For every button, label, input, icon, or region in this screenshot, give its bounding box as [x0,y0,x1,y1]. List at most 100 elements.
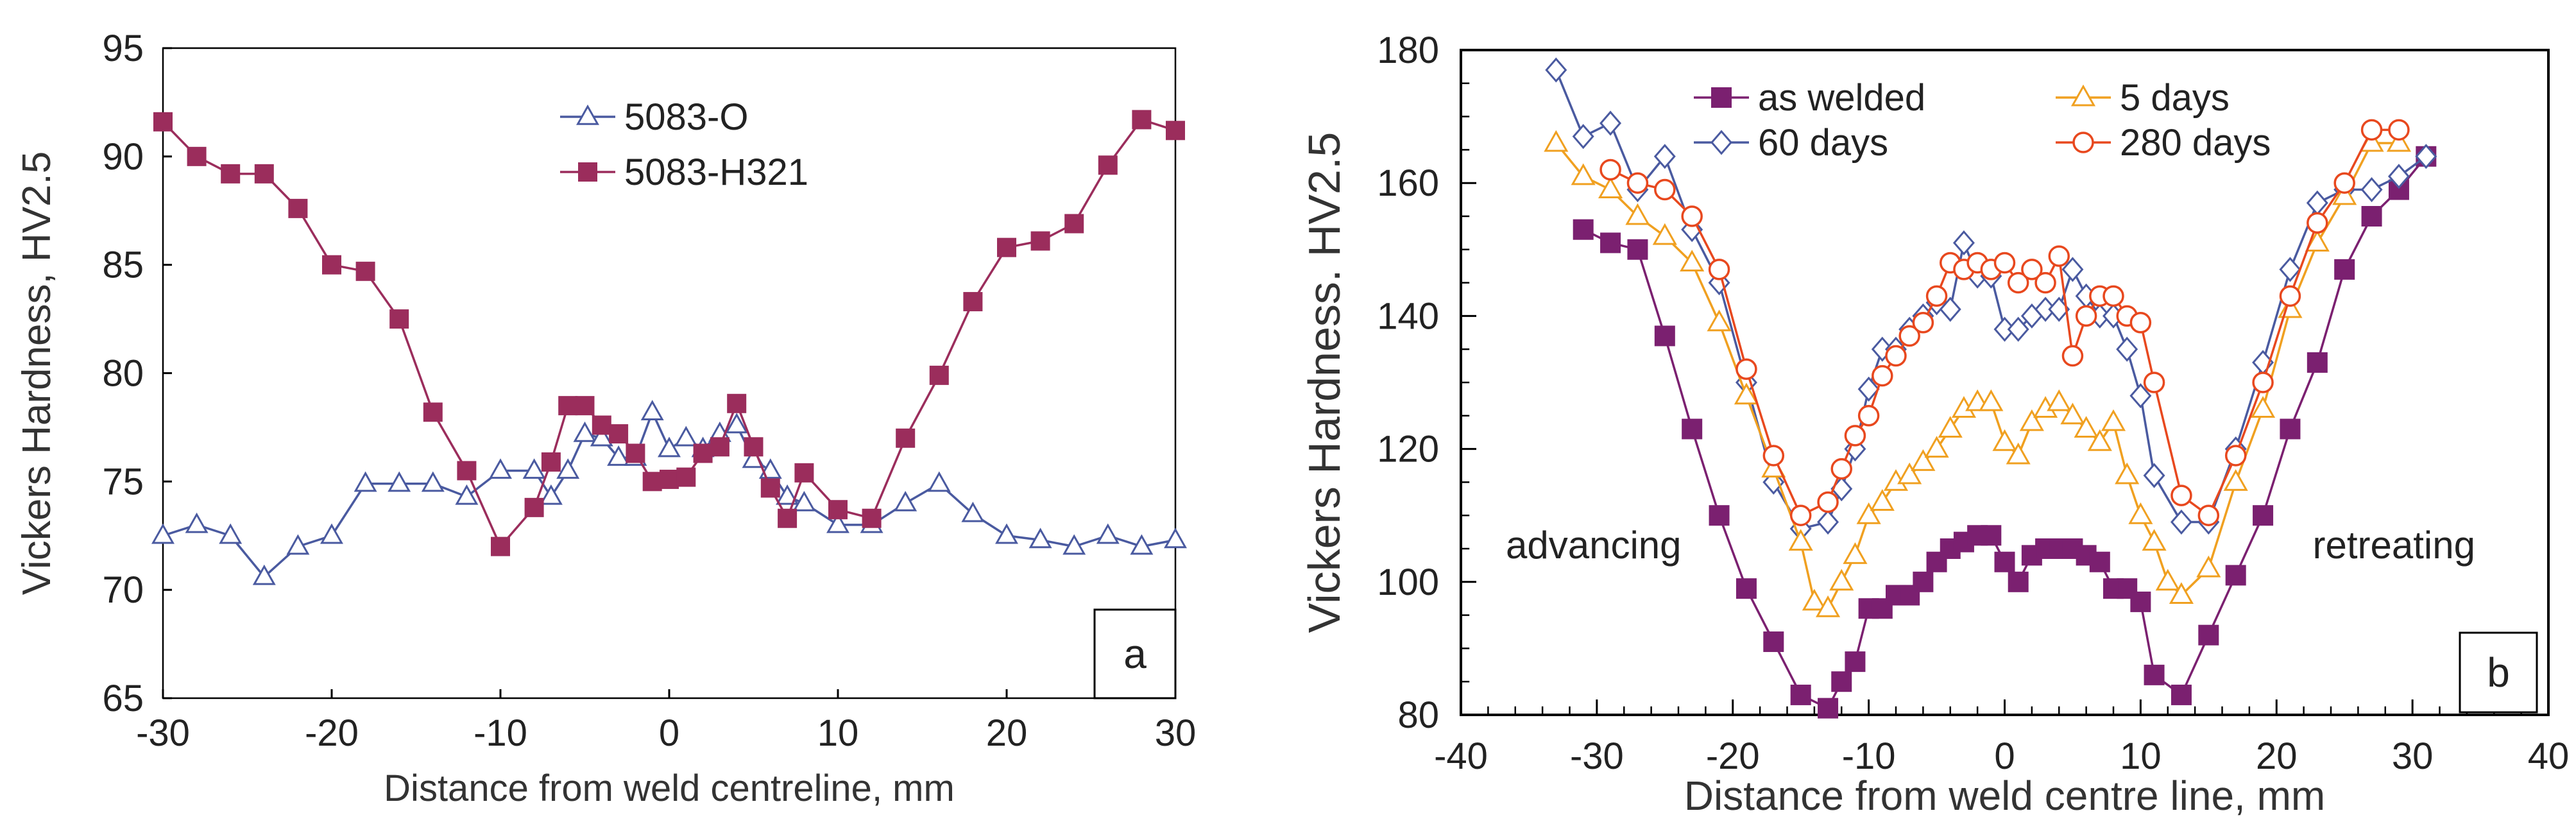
panel-b-data-point-as-welded [1818,698,1839,719]
panel-b-legend-label: 280 days [2120,122,2271,164]
panel-b-data-point-5-days [1571,163,1596,185]
panel-a-data-point-5083-h321 [355,261,375,281]
panel-b-data-point-as-welded [2171,684,2192,705]
panel-b-data-point-280-days [1912,312,1934,334]
panel-a-data-point-5083-h321 [794,463,814,483]
panel-b-data-point-5-days [1829,569,1854,591]
panel-b-data-point-5-days [1598,176,1623,199]
panel-a-data-point-5083-h321 [322,255,341,275]
panel-b-x-tick-label: 40 [2528,735,2570,777]
panel-a-data-point-5083-o [252,564,276,585]
panel-b-data-point-as-welded [2280,418,2301,440]
panel-b-data-point-60-days [2306,190,2328,216]
panel-b-x-tick-label: -20 [1706,735,1760,777]
panel-b-data-point-5-days [2047,389,2072,411]
panel-a-data-point-5083-o [1096,523,1120,544]
panel-a-label-box-frame [1093,608,1177,699]
panel-b-data-point-280-days [1885,345,1907,367]
panel-a-data-point-5083-h321 [491,536,510,556]
panel-b-data-point-5-days [2196,555,2221,578]
panel-a-data-point-5083-o [725,413,749,434]
panel-a-data-point-5083-o [826,512,849,533]
panel-a-data-point-5083-h321 [1098,155,1118,175]
panel-b-y-tick-label: 100 [1377,561,1439,603]
panel-a-data-point-5083-h321 [609,424,629,444]
panel-b-data-point-60-days [1817,510,1839,535]
panel-a-data-point-5083-h321 [963,292,983,312]
panel-b-series-as-welded [1573,146,2437,719]
panel-a-data-point-5083-h321 [710,437,729,457]
panel-a-legend-label: 5083-O [624,96,748,138]
panel-a-data-point-5083-o [388,471,411,492]
panel-b-data-point-280-days [2075,305,2097,327]
panel-a-x-tick-label: 0 [659,712,679,754]
panel-b-data-point-280-days [2129,312,2152,334]
panel-b-data-point-60-days [1545,57,1567,83]
panel-a-data-point-5083-o [151,523,175,544]
panel-b-data-point-280-days [2279,285,2301,307]
panel-b-data-point-5-days [1544,130,1569,152]
panel-b-data-point-60-days [1599,110,1622,136]
panel-b-data-point-280-days [2360,119,2383,141]
panel-b-data-point-5-days [1870,489,1895,511]
panel-a-series-5083-h321 [153,110,1185,556]
panel-a-data-point-5083-h321 [423,402,443,422]
panel-b-data-point-as-welded [1845,651,1866,673]
panel-a-data-point-5083-h321 [760,478,780,498]
panel-a-legend-marker [576,104,599,125]
panel-b-data-point-60-days [1857,376,1880,402]
panel-b-legend-entry-as-welded: as welded [1694,77,1925,119]
panel-b-data-point-280-days [2388,119,2410,141]
panel-a-data-point-5083-h321 [693,443,713,463]
panel-a-legend-entry-5083-h321: 5083-H321 [560,151,808,193]
panel-a-data-point-5083-h321 [744,437,763,457]
panel-b-series-60-days [1545,57,2437,542]
panel-a-data-point-5083-o [995,523,1018,544]
panel-b-data-point-60-days [2116,336,2138,362]
panel-b-data-point-280-days [1993,252,2016,274]
panel-b-data-point-as-welded [1763,631,1784,653]
panel-b-data-point-as-welded [1709,505,1730,526]
panel-a-data-point-5083-h321 [828,500,848,520]
panel-a-x-tick-label: -20 [305,712,359,754]
panel-a-data-point-5083-h321 [558,396,578,416]
panel-a-data-point-5083-o [539,484,563,505]
panel-b-y-axis-title: Vickers Hardness. HV2.5 [1299,132,1349,633]
panel-a-data-point-5083-o [522,458,546,479]
panel-b-data-point-5-days [1802,588,1827,611]
panel-b-legend-entry-5-days: 5 days [2056,77,2230,119]
panel-a-data-point-5083-o [489,458,512,479]
panel-b-data-point-280-days [1857,405,1880,427]
panel-a-data-point-5083-o [674,425,698,447]
panel-b-data-point-280-days [1844,425,1866,447]
panel-a-data-point-5083-o [455,484,479,505]
panel-a-data-point-5083-h321 [288,198,308,218]
panel-a-legend-marker [578,162,597,182]
panel-b-data-point-5-days [1788,529,1813,551]
panel-a-data-point-5083-h321 [896,428,916,448]
panel-b-label-box: b [2459,631,2538,714]
panel-b-legend-label: 5 days [2120,77,2230,119]
panel-a-x-tick-label: 30 [1155,712,1197,754]
panel-a-plot-frame [162,47,1177,699]
panel-a-data-point-5083-o [286,534,310,555]
panel-b-data-point-as-welded [2225,565,2246,586]
panel-b-data-point-as-welded [2198,624,2219,646]
panel-a-data-point-5083-h321 [929,365,949,385]
panel-a-data-point-5083-o [776,484,799,505]
panel-b-data-point-5-days [1652,223,1677,245]
panel-b-plot-frame [1460,49,2550,716]
panel-b-data-point-280-days [1830,458,1852,480]
panel-b-data-point-60-days [2415,144,2437,169]
panel-b-data-point-280-days [2007,271,2029,294]
panel-a-x-tick-label: -10 [473,712,527,754]
panel-a-data-point-5083-o [590,425,613,447]
panel-a-data-point-5083-h321 [541,452,561,472]
panel-b-data-point-280-days [1654,178,1676,201]
panel-b-data-point-as-welded [2361,206,2382,227]
panel-b-legend-marker [1711,87,1732,108]
panel-b-data-point-as-welded [2334,259,2355,280]
panel-a-data-point-5083-o [1164,527,1187,549]
panel-b-data-point-60-days [2129,383,2152,409]
panel-b-data-point-5-days [1843,542,1868,564]
